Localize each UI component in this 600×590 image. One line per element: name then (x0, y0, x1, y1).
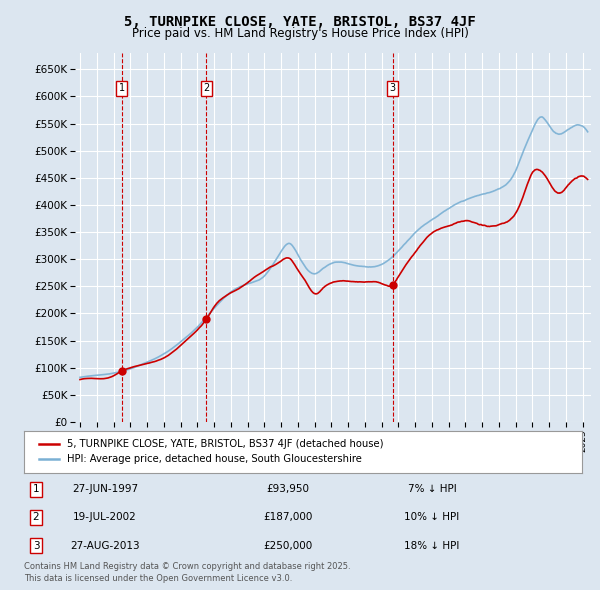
Text: 19-JUL-2002: 19-JUL-2002 (73, 513, 137, 522)
Text: 1: 1 (32, 484, 40, 494)
Text: 2: 2 (32, 513, 40, 522)
Text: £93,950: £93,950 (266, 484, 310, 494)
Legend: 5, TURNPIKE CLOSE, YATE, BRISTOL, BS37 4JF (detached house), HPI: Average price,: 5, TURNPIKE CLOSE, YATE, BRISTOL, BS37 4… (35, 435, 387, 468)
Text: 7% ↓ HPI: 7% ↓ HPI (407, 484, 457, 494)
Text: 1: 1 (119, 83, 125, 93)
Text: £187,000: £187,000 (263, 513, 313, 522)
Text: Price paid vs. HM Land Registry's House Price Index (HPI): Price paid vs. HM Land Registry's House … (131, 27, 469, 40)
Text: 3: 3 (389, 83, 396, 93)
Text: 5, TURNPIKE CLOSE, YATE, BRISTOL, BS37 4JF: 5, TURNPIKE CLOSE, YATE, BRISTOL, BS37 4… (124, 15, 476, 29)
Text: Contains HM Land Registry data © Crown copyright and database right 2025.
This d: Contains HM Land Registry data © Crown c… (24, 562, 350, 583)
Text: 27-JUN-1997: 27-JUN-1997 (72, 484, 138, 494)
Text: 27-AUG-2013: 27-AUG-2013 (70, 541, 140, 550)
Text: 3: 3 (32, 541, 40, 550)
Text: 10% ↓ HPI: 10% ↓ HPI (404, 513, 460, 522)
Text: £250,000: £250,000 (263, 541, 313, 550)
Text: 2: 2 (203, 83, 209, 93)
Text: 18% ↓ HPI: 18% ↓ HPI (404, 541, 460, 550)
